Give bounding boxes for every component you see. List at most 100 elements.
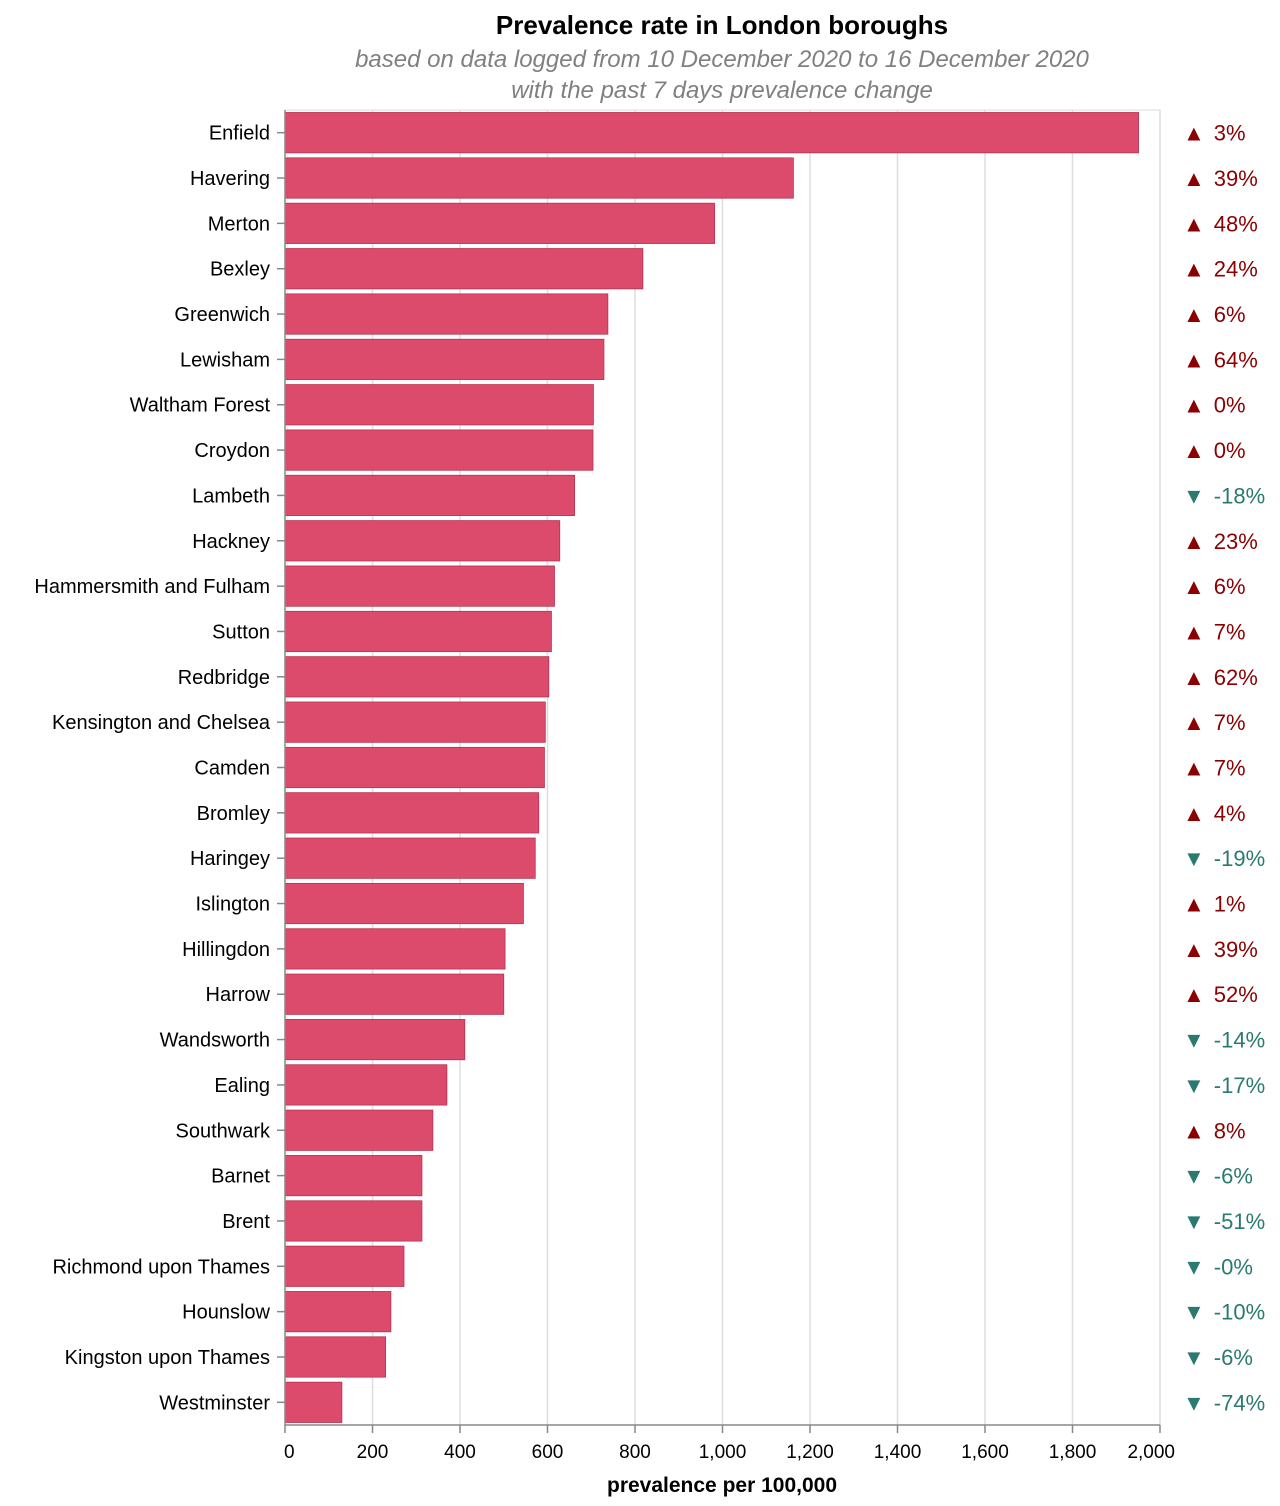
change-value: 39% xyxy=(1214,937,1258,962)
bar xyxy=(284,565,555,607)
change-value: -0% xyxy=(1214,1254,1253,1279)
x-tick-label: 600 xyxy=(532,1442,564,1463)
y-tick-label: Southwark xyxy=(176,1120,271,1142)
down-triangle-icon: ▼ xyxy=(1183,1345,1205,1370)
bar xyxy=(284,837,536,879)
bar xyxy=(284,882,524,925)
up-triangle-icon: ▲ xyxy=(1183,438,1205,463)
y-tick-label: Hillingdon xyxy=(182,939,270,961)
y-tick-label: Brent xyxy=(222,1211,270,1233)
change-label: ▲ 6% xyxy=(1183,302,1246,327)
bar xyxy=(284,520,561,562)
up-triangle-icon: ▲ xyxy=(1183,665,1205,690)
up-triangle-icon: ▲ xyxy=(1183,347,1205,372)
change-label: ▲ 48% xyxy=(1183,211,1258,236)
down-triangle-icon: ▼ xyxy=(1183,1254,1205,1279)
change-label: ▲ 64% xyxy=(1183,347,1258,372)
bar xyxy=(284,1336,387,1378)
change-label: ▲ 7% xyxy=(1183,710,1246,735)
down-triangle-icon: ▼ xyxy=(1183,1300,1205,1325)
x-tick-label: 800 xyxy=(619,1442,651,1463)
bar xyxy=(284,157,794,199)
up-triangle-icon: ▲ xyxy=(1183,710,1205,735)
change-label: ▼ -74% xyxy=(1183,1390,1265,1415)
change-label: ▼ -10% xyxy=(1183,1300,1265,1325)
y-tick-label: Wandsworth xyxy=(160,1030,270,1052)
x-tick-label: 1,400 xyxy=(874,1442,922,1463)
change-label: ▲ 62% xyxy=(1183,665,1258,690)
change-value: -51% xyxy=(1214,1209,1265,1234)
change-label: ▲ 4% xyxy=(1183,801,1246,826)
change-label: ▲ 0% xyxy=(1183,393,1246,418)
down-triangle-icon: ▼ xyxy=(1183,483,1205,508)
up-triangle-icon: ▲ xyxy=(1183,121,1205,146)
change-label: ▼ -51% xyxy=(1183,1209,1265,1234)
bar xyxy=(284,1155,423,1197)
change-value: -18% xyxy=(1214,483,1265,508)
y-tick-label: Hounslow xyxy=(182,1302,270,1324)
x-tick-label: 2,000 xyxy=(1127,1442,1175,1463)
y-tick-label: Enfield xyxy=(209,123,270,145)
x-tick-label: 0 xyxy=(284,1442,295,1463)
y-tick-label: Kensington and Chelsea xyxy=(52,712,271,734)
x-tick-label: 1,000 xyxy=(699,1442,747,1463)
change-label: ▲ 0% xyxy=(1183,438,1246,463)
change-label: ▲ 6% xyxy=(1183,574,1246,599)
chart-subtitle-line-1: based on data logged from 10 December 20… xyxy=(355,46,1089,73)
change-value: 64% xyxy=(1214,347,1258,372)
change-value: 7% xyxy=(1214,619,1246,644)
change-label: ▲ 1% xyxy=(1183,892,1246,917)
bar xyxy=(284,202,716,244)
up-triangle-icon: ▲ xyxy=(1183,801,1205,826)
down-triangle-icon: ▼ xyxy=(1183,846,1205,871)
y-tick-label: Richmond upon Thames xyxy=(52,1256,270,1278)
change-value: 48% xyxy=(1214,211,1258,236)
change-value: -6% xyxy=(1214,1345,1253,1370)
bar xyxy=(284,1064,448,1106)
change-value: 7% xyxy=(1214,710,1246,735)
bar xyxy=(284,1018,466,1061)
bar xyxy=(284,746,545,789)
bar xyxy=(284,338,605,380)
down-triangle-icon: ▼ xyxy=(1183,1028,1205,1053)
bar xyxy=(284,973,505,1015)
up-triangle-icon: ▲ xyxy=(1183,529,1205,554)
y-tick-label: Merton xyxy=(208,213,270,235)
change-value: -74% xyxy=(1214,1390,1265,1415)
change-value: -6% xyxy=(1214,1164,1253,1189)
change-label: ▼ -6% xyxy=(1183,1164,1253,1189)
y-tick-label: Barnet xyxy=(211,1166,270,1188)
change-label: ▲ 7% xyxy=(1183,619,1246,644)
y-tick-label: Croydon xyxy=(194,440,270,462)
change-label: ▲ 3% xyxy=(1183,121,1246,146)
change-value: -14% xyxy=(1214,1028,1265,1053)
bar xyxy=(284,293,609,335)
change-value: 23% xyxy=(1214,529,1258,554)
up-triangle-icon: ▲ xyxy=(1183,302,1205,327)
up-triangle-icon: ▲ xyxy=(1183,166,1205,191)
y-tick-label: Bromley xyxy=(197,803,270,825)
up-triangle-icon: ▲ xyxy=(1183,619,1205,644)
up-triangle-icon: ▲ xyxy=(1183,257,1205,282)
change-value: -17% xyxy=(1214,1073,1265,1098)
y-tick-label: Sutton xyxy=(212,621,270,643)
bar xyxy=(284,928,506,970)
up-triangle-icon: ▲ xyxy=(1183,892,1205,917)
change-label: ▼ -19% xyxy=(1183,846,1265,871)
x-tick-label: 1,600 xyxy=(961,1442,1009,1463)
y-tick-label: Waltham Forest xyxy=(130,395,271,417)
change-value: 4% xyxy=(1214,801,1246,826)
change-value: 6% xyxy=(1214,302,1246,327)
chart-subtitle-line-2: with the past 7 days prevalence change xyxy=(511,77,933,104)
y-tick-label: Hammersmith and Fulham xyxy=(34,576,270,598)
bar xyxy=(284,1200,423,1242)
bar xyxy=(284,1245,405,1287)
bar xyxy=(284,792,540,834)
bar xyxy=(284,610,552,653)
plot-area: Enfield Havering Merton Bexley Greenwich Lewi… xyxy=(34,109,1265,1463)
up-triangle-icon: ▲ xyxy=(1183,937,1205,962)
y-tick-label: Kingston upon Thames xyxy=(65,1347,270,1369)
change-label: ▼ -17% xyxy=(1183,1073,1265,1098)
change-value: 0% xyxy=(1214,438,1246,463)
